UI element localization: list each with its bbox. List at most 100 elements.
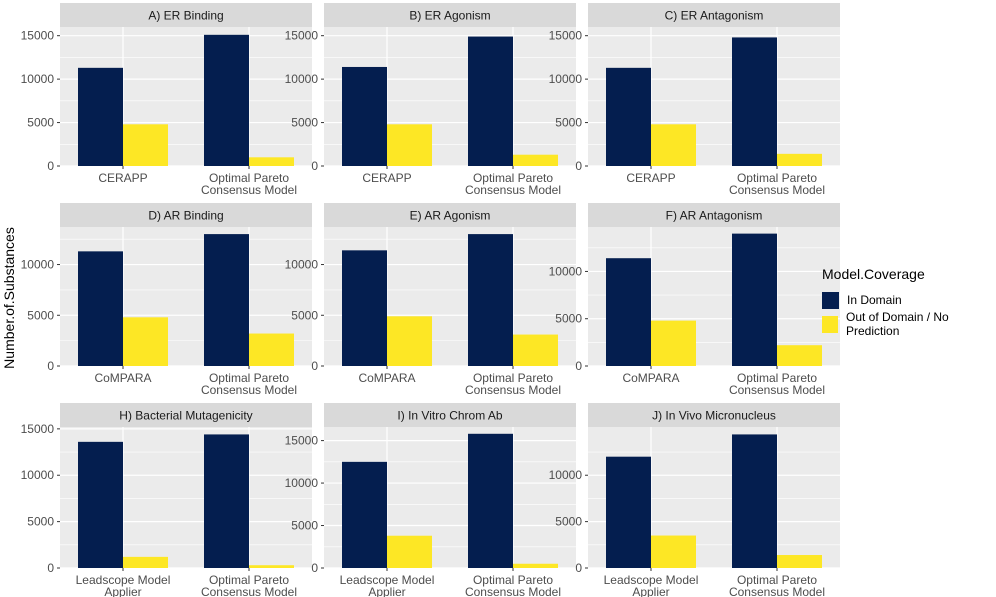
- y-tick-label: 0: [47, 159, 54, 173]
- y-tick-label: 0: [311, 561, 318, 575]
- legend-swatch-in-domain: [822, 291, 839, 309]
- bar-in-domain: In Domain: 14000: [732, 233, 777, 366]
- facet-title: J) In Vivo Micronucleus: [652, 409, 776, 423]
- bar-out-of-domain: Out of Domain / No Prediction: 1200: [123, 556, 168, 568]
- x-tick-label: Applier: [104, 585, 141, 597]
- bar-out-of-domain: Out of Domain / No Prediction: 3500: [651, 535, 696, 568]
- x-tick-label: Applier: [368, 585, 405, 597]
- facet-strip: [60, 3, 312, 27]
- bar-out-of-domain: Out of Domain / No Prediction: 4800: [651, 124, 696, 166]
- bar-in-domain: In Domain: 11400: [606, 258, 651, 366]
- bar-in-domain: In Domain: 11300: [78, 67, 123, 166]
- x-tick-label: Optimal Pareto: [209, 371, 289, 385]
- bar-in-domain: In Domain: 13000: [204, 234, 249, 366]
- y-tick-label: 10000: [285, 258, 319, 272]
- bar-out-of-domain: Out of Domain / No Prediction: 1400: [777, 555, 822, 568]
- bar-out-of-domain: Out of Domain / No Prediction: 4800: [651, 320, 696, 366]
- facet-strip: [324, 203, 576, 227]
- x-tick-label: Consensus Model: [201, 183, 297, 197]
- legend-item-out-of-domain: Out of Domain / No Prediction: [822, 310, 996, 338]
- y-tick-label: 10000: [21, 468, 55, 482]
- x-tick-label: Consensus Model: [201, 383, 297, 397]
- y-tick-label: 5000: [555, 116, 582, 130]
- legend-title: Model.Coverage: [822, 266, 925, 282]
- y-tick-label: 10000: [549, 72, 583, 86]
- x-tick-label: Optimal Pareto: [473, 371, 553, 385]
- y-tick-label: 15000: [21, 29, 55, 43]
- legend-swatch-out-of-domain: [822, 315, 838, 333]
- x-tick-label: Consensus Model: [465, 183, 561, 197]
- x-tick-label: Consensus Model: [729, 383, 825, 397]
- bar-out-of-domain: Out of Domain / No Prediction: 4800: [123, 124, 168, 166]
- facet-title: C) ER Antagonism: [665, 9, 764, 23]
- x-tick-label: CoMPARA: [94, 371, 151, 385]
- bar-out-of-domain: Out of Domain / No Prediction: 1400: [777, 153, 822, 166]
- bar-out-of-domain: Out of Domain / No Prediction: 4800: [123, 317, 168, 366]
- y-tick-label: 0: [311, 159, 318, 173]
- y-tick-label: 0: [47, 561, 54, 575]
- x-tick-label: Leadscope Model: [76, 573, 171, 587]
- x-tick-label: Leadscope Model: [340, 573, 435, 587]
- y-tick-label: 5000: [291, 308, 318, 322]
- y-tick-label: 15000: [21, 422, 55, 436]
- x-tick-label: CoMPARA: [358, 371, 415, 385]
- bar-out-of-domain: Out of Domain / No Prediction: 4900: [387, 316, 432, 366]
- x-tick-label: CERAPP: [626, 171, 675, 185]
- x-tick-label: Optimal Pareto: [473, 573, 553, 587]
- x-tick-label: Consensus Model: [465, 585, 561, 597]
- facet-strip: [60, 203, 312, 227]
- x-tick-label: Leadscope Model: [604, 573, 699, 587]
- bar-in-domain: In Domain: 12500: [342, 461, 387, 568]
- bar-out-of-domain: Out of Domain / No Prediction: 1300: [513, 154, 558, 166]
- x-tick-label: Optimal Pareto: [209, 573, 289, 587]
- bar-out-of-domain: Out of Domain / No Prediction: 3100: [513, 334, 558, 366]
- x-tick-label: Consensus Model: [729, 183, 825, 197]
- y-tick-label: 0: [575, 561, 582, 575]
- bar-in-domain: In Domain: 12000: [606, 456, 651, 568]
- x-tick-label: CERAPP: [362, 171, 411, 185]
- y-tick-label: 10000: [549, 468, 583, 482]
- y-tick-label: 5000: [27, 515, 54, 529]
- y-tick-label: 0: [311, 359, 318, 373]
- x-tick-label: Optimal Pareto: [737, 573, 817, 587]
- x-tick-label: Consensus Model: [201, 585, 297, 597]
- bar-in-domain: In Domain: 14400: [204, 434, 249, 568]
- bar-out-of-domain: Out of Domain / No Prediction: 2200: [777, 345, 822, 366]
- bar-out-of-domain: Out of Domain / No Prediction: 4800: [387, 124, 432, 166]
- y-tick-label: 5000: [291, 116, 318, 130]
- y-tick-label: 15000: [285, 434, 319, 448]
- bar-in-domain: In Domain: 14800: [732, 37, 777, 166]
- x-tick-label: Optimal Pareto: [737, 171, 817, 185]
- y-tick-label: 0: [47, 359, 54, 373]
- bar-in-domain: In Domain: 11300: [78, 251, 123, 366]
- y-tick-label: 10000: [21, 72, 55, 86]
- bar-in-domain: In Domain: 13000: [468, 234, 513, 366]
- bar-out-of-domain: Out of Domain / No Prediction: 3200: [249, 333, 294, 366]
- bar-out-of-domain: Out of Domain / No Prediction: 1000: [249, 157, 294, 166]
- facet-title: A) ER Binding: [148, 9, 223, 23]
- bar-in-domain: In Domain: 15100: [204, 34, 249, 166]
- facet-title: D) AR Binding: [148, 209, 223, 223]
- legend-label-out-of-domain: Out of Domain / No Prediction: [846, 310, 949, 338]
- facet-strip: [588, 203, 840, 227]
- y-tick-label: 5000: [27, 308, 54, 322]
- y-axis-label: Number.of.Substances: [1, 227, 17, 369]
- y-tick-label: 0: [575, 359, 582, 373]
- x-tick-label: Optimal Pareto: [209, 171, 289, 185]
- facet-title: F) AR Antagonism: [666, 209, 763, 223]
- bar-in-domain: In Domain: 11400: [342, 250, 387, 366]
- bar-out-of-domain: Out of Domain / No Prediction: 500: [513, 563, 558, 568]
- x-tick-label: CERAPP: [98, 171, 147, 185]
- bar-in-domain: In Domain: 14900: [468, 36, 513, 167]
- x-tick-label: Consensus Model: [729, 585, 825, 597]
- facet-title: E) AR Agonism: [410, 209, 491, 223]
- bar-in-domain: In Domain: 11300: [606, 67, 651, 166]
- bar-out-of-domain: Out of Domain / No Prediction: 300: [249, 565, 294, 568]
- bar-out-of-domain: Out of Domain / No Prediction: 3800: [387, 535, 432, 568]
- y-tick-label: 5000: [555, 515, 582, 529]
- y-tick-label: 5000: [291, 519, 318, 533]
- x-tick-label: Optimal Pareto: [473, 171, 553, 185]
- bar-in-domain: In Domain: 14400: [732, 434, 777, 568]
- facet-strip: [60, 403, 312, 427]
